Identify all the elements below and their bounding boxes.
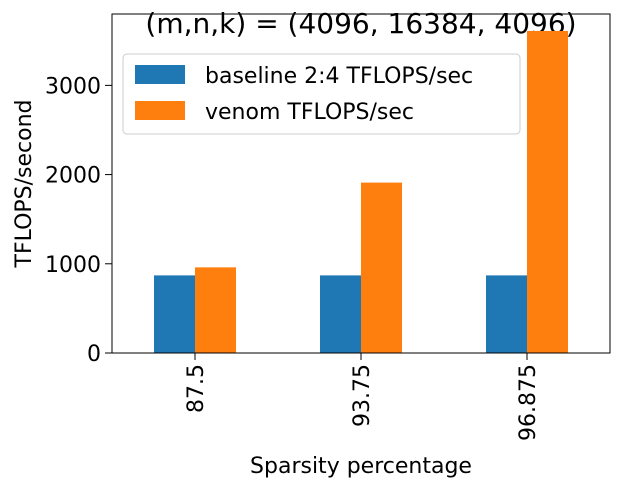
legend-frame bbox=[122, 53, 521, 135]
x-axis: 87.5 93.75 96.875 bbox=[184, 353, 541, 441]
legend-swatch-1 bbox=[135, 101, 185, 120]
y-axis: 0 1000 2000 3000 bbox=[45, 74, 112, 367]
bar-baseline-0 bbox=[154, 275, 195, 353]
y-tick-label-2: 2000 bbox=[45, 164, 101, 189]
y-tick-label-0: 0 bbox=[87, 342, 101, 367]
legend: baseline 2:4 TFLOPS/sec venom TFLOPS/sec bbox=[122, 53, 521, 135]
y-tick-label-3: 3000 bbox=[45, 74, 101, 99]
legend-label-0: baseline 2:4 TFLOPS/sec bbox=[205, 64, 473, 89]
legend-swatch-0 bbox=[135, 65, 185, 84]
bar-venom-0 bbox=[195, 267, 236, 353]
bar-venom-1 bbox=[361, 182, 402, 353]
x-tick-label-2: 96.875 bbox=[516, 364, 541, 441]
bar-venom-2 bbox=[527, 30, 568, 353]
legend-label-1: venom TFLOPS/sec bbox=[205, 100, 414, 125]
y-axis-label: TFLOPS/second bbox=[12, 100, 37, 269]
y-tick-label-1: 1000 bbox=[45, 253, 101, 278]
chart-title: (m,n,k) = (4096, 16384, 4096) bbox=[145, 7, 576, 40]
x-tick-label-0: 87.5 bbox=[184, 364, 209, 413]
x-tick-label-1: 93.75 bbox=[350, 364, 375, 427]
x-axis-label: Sparsity percentage bbox=[250, 454, 472, 479]
bars-group bbox=[154, 30, 568, 353]
bar-baseline-1 bbox=[320, 275, 361, 353]
bar-baseline-2 bbox=[486, 275, 527, 353]
